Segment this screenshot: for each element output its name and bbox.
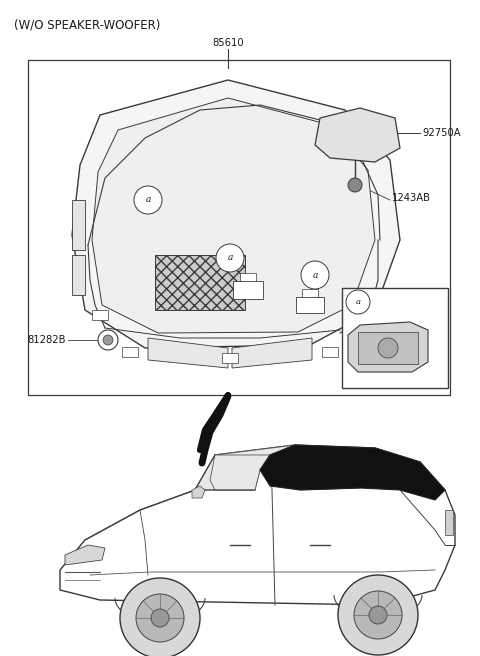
- Text: 85610: 85610: [212, 38, 244, 48]
- Circle shape: [151, 609, 169, 627]
- Text: a: a: [145, 195, 151, 205]
- Bar: [445, 510, 453, 535]
- Bar: [122, 347, 138, 357]
- Text: a: a: [228, 253, 233, 262]
- Polygon shape: [60, 445, 455, 605]
- Circle shape: [134, 186, 162, 214]
- Text: 89855B: 89855B: [375, 297, 413, 307]
- Circle shape: [136, 594, 184, 642]
- Polygon shape: [148, 338, 228, 368]
- Polygon shape: [65, 545, 105, 565]
- Polygon shape: [210, 455, 270, 490]
- Circle shape: [216, 244, 244, 272]
- Bar: [92, 310, 108, 320]
- Polygon shape: [72, 80, 400, 348]
- Text: 1243AB: 1243AB: [392, 193, 431, 203]
- Bar: [222, 353, 238, 363]
- Circle shape: [378, 338, 398, 358]
- Polygon shape: [315, 108, 400, 162]
- Circle shape: [120, 578, 200, 656]
- Polygon shape: [92, 98, 375, 333]
- Text: 92750A: 92750A: [422, 128, 461, 138]
- Circle shape: [301, 261, 329, 289]
- Circle shape: [103, 335, 113, 345]
- Bar: [28, 60, 450, 395]
- Text: (W/O SPEAKER-WOOFER): (W/O SPEAKER-WOOFER): [14, 18, 160, 31]
- Polygon shape: [260, 445, 445, 500]
- Circle shape: [346, 290, 370, 314]
- Circle shape: [338, 575, 418, 655]
- Polygon shape: [72, 255, 85, 295]
- Text: a: a: [356, 298, 360, 306]
- Circle shape: [369, 606, 387, 624]
- Polygon shape: [192, 486, 205, 498]
- Bar: [358, 332, 418, 364]
- Text: 81282B: 81282B: [27, 335, 66, 345]
- Polygon shape: [195, 445, 295, 490]
- Bar: [302, 289, 318, 297]
- Bar: [155, 255, 245, 310]
- Bar: [240, 273, 256, 281]
- Polygon shape: [348, 322, 428, 372]
- Text: a: a: [312, 270, 318, 279]
- Bar: [322, 347, 338, 357]
- Bar: [296, 297, 324, 313]
- Circle shape: [348, 178, 362, 192]
- Polygon shape: [232, 338, 312, 368]
- Bar: [360, 310, 376, 320]
- Polygon shape: [72, 200, 85, 250]
- Polygon shape: [400, 462, 445, 498]
- Circle shape: [354, 591, 402, 639]
- Circle shape: [98, 330, 118, 350]
- Polygon shape: [260, 445, 370, 490]
- Bar: [342, 288, 448, 388]
- Bar: [233, 281, 263, 299]
